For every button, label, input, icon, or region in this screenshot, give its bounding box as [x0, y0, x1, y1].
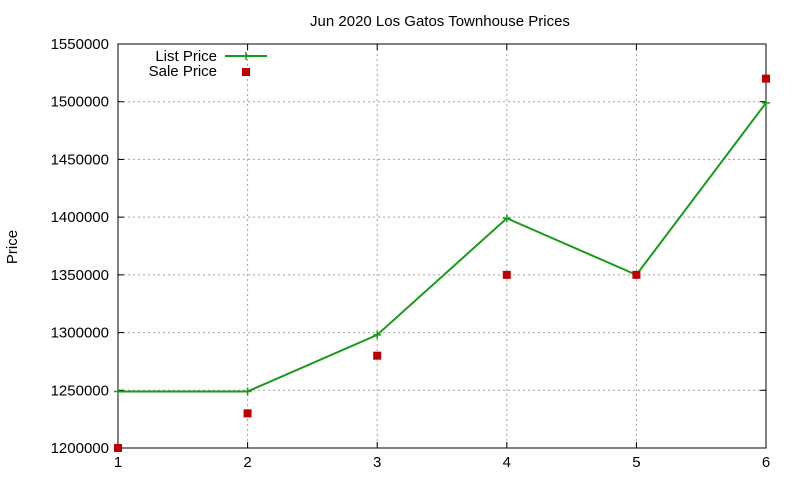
plot-frame	[117, 43, 767, 449]
x-tick-label: 4	[503, 454, 511, 471]
grid-lines	[118, 44, 766, 448]
sale-price-point	[762, 74, 770, 83]
x-tick-label: 2	[243, 454, 251, 471]
y-tick-label: 1350000	[51, 267, 109, 284]
sale-price-point	[502, 270, 511, 279]
x-tick-label: 5	[632, 454, 640, 471]
x-tick-label: 3	[373, 454, 381, 471]
legend-marker-list-price	[242, 52, 250, 60]
sale-price-point	[243, 409, 252, 418]
legend-label-list-price: List Price	[155, 48, 217, 65]
x-axis-ticks: 1 2 3 4 5 6	[114, 44, 770, 471]
list-price-point	[243, 387, 252, 396]
sale-price-point	[114, 444, 122, 452]
list-price-point	[502, 214, 511, 223]
legend-marker-sale-price	[242, 68, 250, 76]
y-tick-label: 1550000	[51, 36, 109, 53]
chart-title: Jun 2020 Los Gatos Townhouse Prices	[310, 13, 570, 30]
legend-label-sale-price: Sale Price	[149, 63, 217, 80]
y-tick-label: 1300000	[51, 325, 109, 342]
y-tick-label: 1250000	[51, 382, 109, 399]
list-price-point	[762, 98, 770, 107]
y-axis-label: Price	[4, 230, 21, 264]
x-tick-label: 6	[762, 454, 770, 471]
list-price-point	[373, 330, 382, 339]
y-tick-label: 1450000	[51, 151, 109, 168]
y-tick-label: 1500000	[51, 94, 109, 111]
list-price-line	[118, 102, 767, 393]
y-tick-label: 1400000	[51, 209, 109, 226]
y-axis-ticks: 1200000 1250000 1300000 1350000 1400000 14500…	[51, 36, 766, 457]
x-tick-label: 1	[114, 454, 122, 471]
y-tick-label: 1200000	[51, 440, 109, 457]
series-layer	[114, 74, 770, 452]
sale-price-point	[632, 270, 641, 279]
list-price-point	[114, 387, 122, 396]
sale-price-point	[373, 351, 382, 360]
